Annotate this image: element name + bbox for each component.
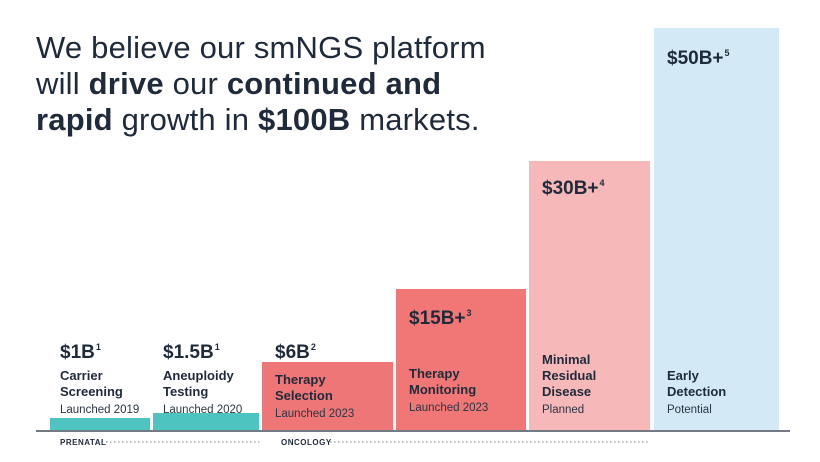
bar-label-group: $1B1 Carrier Screening Launched 2019: [60, 336, 139, 418]
bar-lower-label: Minimal Residual Disease Planned: [542, 348, 662, 418]
group-label-oncology: ONCOLOGY: [281, 438, 332, 447]
bar-label-group: $6B2 Therapy Selection Launched 2023: [275, 336, 354, 422]
status-label: Launched 2020: [163, 404, 243, 416]
category-label: Early Detection: [667, 368, 727, 399]
bar-therapy-monitoring: [396, 289, 526, 430]
bar-aneuploidy-testing: [153, 413, 259, 430]
footnote-marker: 2: [310, 342, 316, 352]
data-label-value: $15B+3: [409, 302, 472, 330]
headline-emphasis: drive: [88, 66, 164, 101]
category-label: Therapy Selection: [275, 372, 333, 403]
bar-label-group: $15B+3 Therapy Monitoring Launched 2023: [409, 302, 488, 414]
status-label: Launched 2019: [60, 404, 140, 416]
category-label: Carrier Screening: [60, 368, 123, 399]
status-label: Potential: [667, 404, 712, 416]
headline-text: markets.: [350, 102, 480, 137]
data-label-value: $1B1: [60, 336, 139, 364]
value-text: $1B: [60, 342, 95, 363]
status-label: Launched 2023: [409, 402, 489, 414]
bar-label-group: $1.5B1 Aneuploidy Testing Launched 2020: [163, 336, 242, 418]
headline-line-1: We believe our smNGS platform: [36, 30, 486, 65]
bar-carrier-screening: [50, 418, 150, 430]
bar-label-group: $30B+4 Minimal Residual Disease Planned: [542, 172, 605, 416]
category-label: Minimal Residual Disease: [542, 352, 597, 399]
headline-emphasis: rapid: [36, 102, 113, 137]
value-text: $50B+: [667, 48, 724, 69]
group-label-prenatal: PRENATAL: [60, 438, 107, 447]
footnote-marker: 4: [599, 178, 605, 188]
value-text: $1.5B: [163, 342, 214, 363]
value-text: $30B+: [542, 178, 599, 199]
headline-text: will: [36, 66, 89, 101]
category-label: Therapy Monitoring: [409, 366, 477, 397]
bar-lower-label: Early Detection Potential: [667, 364, 787, 418]
headline-emphasis: continued and: [226, 66, 442, 101]
bar-early-detection: [654, 28, 779, 430]
headline-text: our: [163, 66, 227, 101]
bar-lower-label: Therapy Monitoring Launched 2023: [409, 362, 529, 416]
footnote-marker: 3: [466, 308, 472, 318]
bar-minimal-residual-disease: [529, 161, 650, 430]
bar-label-group: $50B+5 Early Detection Potential: [667, 42, 730, 416]
category-label: Aneuploidy Testing: [163, 368, 234, 399]
bar-therapy-selection: [262, 362, 393, 430]
headline-emphasis: $100B: [258, 102, 351, 137]
value-text: $15B+: [409, 308, 466, 329]
footnote-marker: 1: [214, 342, 220, 352]
headline-text: growth in: [112, 102, 259, 137]
status-label: Launched 2023: [275, 408, 355, 420]
data-label-value: $30B+4: [542, 172, 605, 200]
data-label-value: $50B+5: [667, 42, 730, 70]
footnote-marker: 5: [724, 48, 730, 58]
data-label-value: $6B2: [275, 336, 354, 364]
headline: We believe our smNGS platform will drive…: [36, 30, 636, 138]
status-label: Planned: [542, 404, 585, 416]
value-text: $6B: [275, 342, 310, 363]
data-label-value: $1.5B1: [163, 336, 242, 364]
footnote-marker: 1: [95, 342, 101, 352]
